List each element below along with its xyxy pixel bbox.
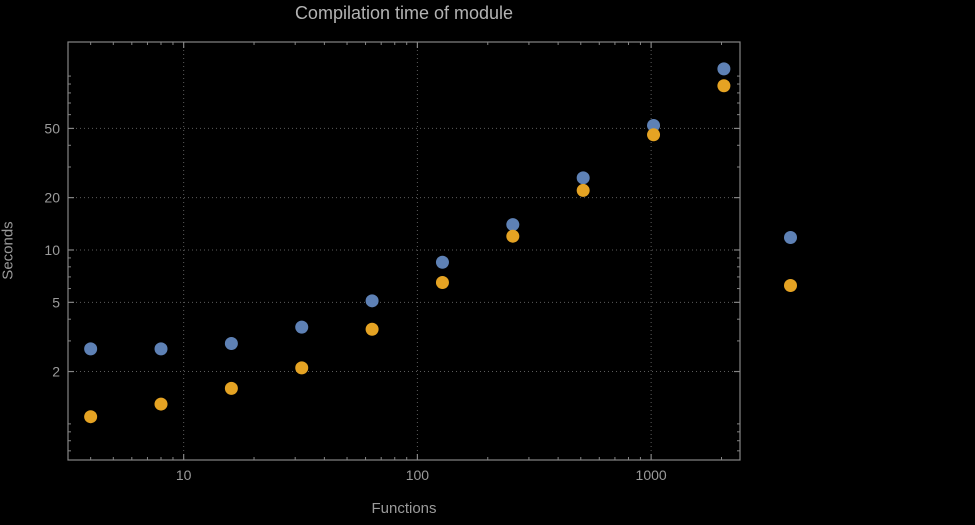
series-2-point — [435, 276, 449, 290]
y-tick-label: 50 — [44, 120, 60, 136]
series-2-point — [154, 397, 168, 411]
plot-legend — [784, 231, 797, 292]
plot-frame — [67, 41, 741, 461]
series-2-point — [365, 322, 379, 336]
series-2-point — [647, 128, 661, 142]
chart-title: Compilation time of module — [294, 3, 514, 23]
series-1-point — [576, 171, 590, 185]
series-1-point — [365, 294, 379, 308]
series-1-point — [717, 62, 731, 76]
series-2-point — [506, 229, 520, 243]
series-2-point — [84, 410, 98, 424]
series-2-point — [576, 183, 590, 197]
y-tick-label: 20 — [44, 190, 60, 206]
series-1-point — [295, 320, 309, 334]
series-1-point — [506, 218, 520, 232]
series-1-point — [224, 336, 238, 350]
series-1-point — [435, 255, 449, 269]
y-tick-label: 10 — [44, 242, 60, 258]
series-2-point — [295, 361, 309, 375]
series-1-point — [154, 342, 168, 356]
y-tick-label: 5 — [52, 294, 60, 310]
series-1-point — [84, 342, 98, 356]
x-tick-label: 100 — [406, 467, 430, 483]
x-tick-label: 10 — [176, 467, 192, 483]
series-1-marker — [784, 231, 797, 244]
series-2-marker — [784, 279, 797, 292]
x-axis-label: Functions — [371, 500, 437, 517]
y-axis-label: Seconds — [0, 221, 17, 280]
x-tick-label: 1000 — [636, 467, 667, 483]
series-1-point — [647, 118, 661, 132]
series-2-point — [717, 79, 731, 93]
y-tick-label: 2 — [52, 364, 60, 380]
series-2-point — [224, 381, 238, 395]
